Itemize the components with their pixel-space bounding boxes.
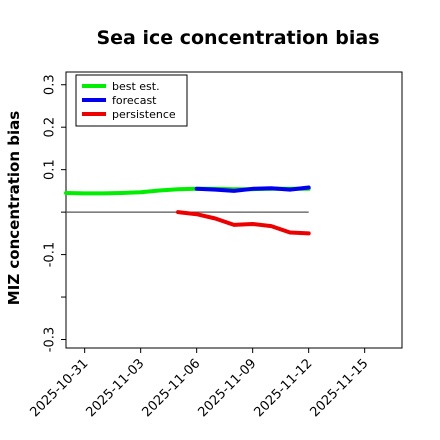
y-axis: 0.3 0.2 0.1 -0.1 -0.3 bbox=[43, 74, 66, 352]
x-tick-label: 2025-11-12 bbox=[251, 356, 315, 420]
chart-title: Sea ice concentration bias bbox=[96, 27, 379, 49]
y-tick-label: -0.1 bbox=[43, 242, 58, 267]
series-layer bbox=[64, 185, 311, 236]
y-tick-label: 0.2 bbox=[43, 117, 58, 138]
x-tick-label: 2025-11-09 bbox=[195, 356, 259, 420]
legend-label: persistence bbox=[112, 108, 176, 121]
legend-label: best est. bbox=[112, 80, 160, 93]
x-tick-label: 2025-10-31 bbox=[27, 356, 91, 420]
series-line-forecast bbox=[194, 185, 311, 193]
y-tick-label: 0.3 bbox=[43, 74, 58, 95]
x-tick-label: 2025-11-15 bbox=[307, 356, 371, 420]
plot-frame bbox=[65, 71, 403, 349]
y-axis-label: MIZ concentration bias bbox=[5, 111, 23, 305]
x-axis: 2025-10-312025-11-032025-11-062025-11-09… bbox=[27, 348, 371, 420]
series-line-persistence bbox=[176, 210, 311, 236]
y-tick-label: 0.1 bbox=[43, 159, 58, 180]
legend-label: forecast bbox=[112, 94, 157, 107]
x-tick-label: 2025-11-03 bbox=[83, 356, 147, 420]
x-tick-label: 2025-11-06 bbox=[139, 356, 203, 420]
y-tick-label: -0.3 bbox=[43, 327, 58, 352]
